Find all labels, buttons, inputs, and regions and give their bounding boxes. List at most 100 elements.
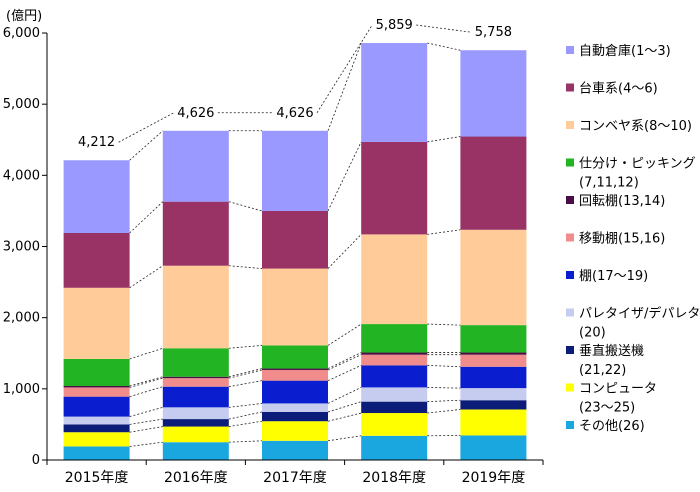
bar-segment — [361, 234, 428, 325]
bar-segment — [361, 141, 428, 235]
total-connector-line — [316, 24, 373, 113]
connector-line — [129, 347, 163, 360]
connector-line — [228, 265, 263, 269]
bar-segment — [460, 388, 527, 401]
bar-segment — [262, 421, 328, 441]
axes: 0 1,000 2,000 3,000 4,000 5,000 6,000 2015年度 201… — [3, 26, 544, 486]
connector-line — [129, 201, 164, 234]
bar-segment — [262, 130, 328, 211]
bar-segment — [460, 50, 527, 137]
connector-line — [228, 368, 263, 378]
bar-segment — [460, 325, 527, 353]
legend-swatch — [566, 233, 574, 242]
bar-segment — [63, 432, 130, 447]
total-label: 4,626 — [276, 106, 313, 121]
connector-line — [129, 406, 163, 417]
bar-segment — [361, 352, 428, 355]
x-tick-label: 2017年度 — [263, 470, 327, 486]
bar-segment — [262, 411, 328, 422]
connector-line — [427, 399, 461, 403]
bar-segment — [162, 419, 229, 427]
x-tick-label: 2018年度 — [362, 470, 426, 486]
connector-line — [427, 323, 461, 326]
connector-line — [129, 418, 163, 425]
legend-swatch — [566, 346, 574, 354]
connector-line — [327, 354, 362, 371]
bar-segment — [162, 376, 229, 379]
y-tick-label: 1,000 — [3, 382, 40, 397]
bar-segment — [262, 345, 328, 369]
bar-segment — [361, 365, 428, 388]
bar-segment — [162, 348, 229, 377]
bar-segment — [63, 358, 130, 386]
connector-line — [327, 401, 362, 413]
bar-segment — [262, 210, 328, 269]
x-tick-label: 2016年度 — [164, 470, 228, 486]
bar-segment — [460, 352, 527, 355]
connector-line — [129, 376, 163, 387]
legend-label: (21,22) — [579, 363, 626, 378]
connector-line — [228, 420, 263, 427]
connector-line — [427, 409, 461, 414]
bar-segment — [361, 354, 428, 366]
total-label: 5,859 — [376, 18, 413, 33]
bar-segment — [361, 43, 428, 142]
connector-line — [327, 352, 362, 369]
bar-segment — [361, 387, 428, 402]
bar-segment — [162, 265, 229, 349]
bar-segment — [460, 409, 527, 436]
legend-label: 垂直搬送機 — [579, 344, 644, 359]
legend-label: パレタイザ/デパレタイザ — [579, 306, 700, 322]
bar-segment — [63, 385, 130, 388]
legend-label: その他(26) — [579, 419, 645, 434]
total-connector-line — [118, 112, 174, 143]
total-labels: 4,212 4,626 4,626 5,859 5,758 — [78, 18, 512, 150]
x-tick-label: 2015年度 — [65, 470, 129, 486]
legend-label: 回転棚(13,14) — [579, 194, 665, 209]
connector-line — [228, 411, 263, 420]
connector-line — [327, 435, 362, 442]
legend-label: コンピュータ — [579, 382, 657, 397]
legend-label: 台車系(4〜6) — [579, 82, 658, 97]
connector-line — [129, 377, 163, 388]
legend-label: 棚(17〜19) — [579, 269, 648, 284]
legend-swatch — [566, 196, 574, 204]
legend-swatch — [566, 158, 574, 167]
bar-segment — [63, 287, 130, 359]
bar-segment — [361, 401, 428, 414]
connector-line — [129, 130, 164, 161]
bar-segment — [162, 407, 229, 420]
legend-label: (20) — [579, 326, 606, 341]
bar-segment — [262, 368, 328, 370]
bar-segment — [262, 440, 328, 460]
bar-segment — [63, 424, 130, 433]
bar-segment — [63, 446, 130, 460]
bar-segment — [262, 403, 328, 412]
legend-label: 移動棚(15,16) — [579, 232, 665, 247]
bar-segment — [63, 396, 130, 417]
connector-line — [427, 136, 461, 143]
connector-line — [327, 141, 362, 212]
y-tick-label: 5,000 — [3, 97, 40, 112]
bar-segment — [162, 201, 229, 266]
legend-label: (23〜25) — [579, 401, 635, 416]
bar-segment — [460, 136, 527, 230]
connector-line — [228, 369, 263, 379]
legend-label: コンベヤ系(8〜10) — [579, 119, 692, 134]
legend-swatch — [566, 421, 574, 429]
y-tick-label: 6,000 — [3, 26, 40, 41]
bar-segment — [162, 442, 229, 460]
legend-swatch — [566, 121, 574, 129]
connector-line — [129, 426, 163, 433]
y-tick-label: 3,000 — [3, 240, 40, 255]
connector-lines — [129, 42, 461, 447]
connector-line — [228, 380, 263, 388]
bar-segment — [361, 324, 428, 353]
connector-line — [129, 441, 163, 447]
y-tick-label: 4,000 — [3, 168, 40, 183]
total-label: 4,626 — [177, 106, 214, 121]
bar-segment — [361, 413, 428, 436]
legend-swatch — [566, 308, 574, 317]
bar-segment — [162, 386, 229, 408]
bar-segment — [262, 268, 328, 346]
